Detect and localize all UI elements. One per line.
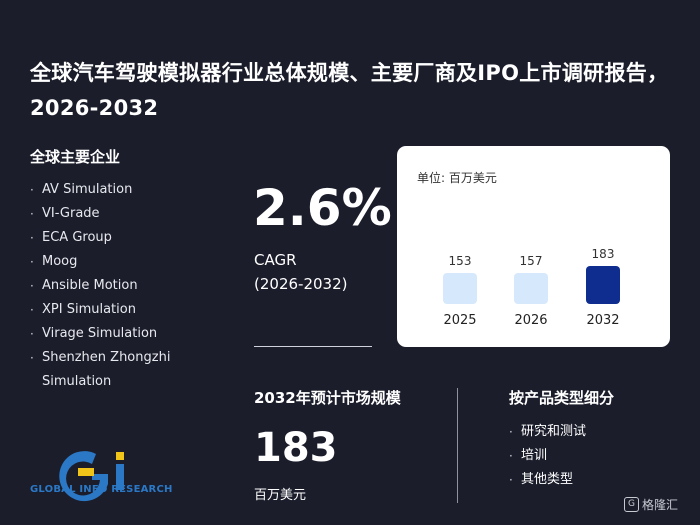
companies-heading: 全球主要企业 [30, 148, 121, 166]
market-size-heading: 2032年预计市场规模 [254, 389, 401, 407]
company-item: Ansible Motion [30, 274, 230, 298]
segments-list: 研究和测试 培训 其他类型 [509, 420, 586, 492]
data-label-2025: 153 [449, 254, 472, 268]
segment-item: 其他类型 [509, 468, 586, 492]
market-size-bar-chart: 单位: 百万美元 153 2025 157 2026 183 2032 [417, 170, 620, 328]
vertical-divider [457, 388, 458, 503]
chart-card: 单位: 百万美元 153 2025 157 2026 183 2032 [397, 146, 670, 347]
segments-heading: 按产品类型细分 [509, 389, 615, 407]
watermark-badge: G 格隆汇 [624, 496, 678, 513]
market-size-unit: 百万美元 [254, 488, 307, 503]
badge-text: 格隆汇 [642, 498, 679, 512]
bar-2026 [514, 273, 548, 304]
divider [254, 346, 372, 347]
data-label-2026: 157 [520, 254, 543, 268]
logo-text: GLOBAL INFO RESEARCH [30, 484, 173, 495]
market-size-value: 183 [254, 425, 338, 471]
chart-unit-label: 单位: 百万美元 [417, 170, 497, 185]
segment-item: 研究和测试 [509, 420, 586, 444]
company-item: AV Simulation [30, 178, 230, 202]
company-item: Moog [30, 250, 230, 274]
cagr-period: (2026-2032) [254, 275, 348, 293]
page-title: 全球汽车驾驶模拟器行业总体规模、主要厂商及IPO上市调研报告，2026-2032 [30, 61, 669, 120]
category-label-2025: 2025 [443, 313, 476, 328]
data-label-2032: 183 [592, 247, 615, 261]
company-item: VI-Grade [30, 202, 230, 226]
cagr-value: 2.6% [253, 179, 392, 237]
bar-2025 [443, 273, 477, 304]
company-item: Shenzhen Zhongzhi Simulation [30, 346, 230, 394]
category-label-2032: 2032 [586, 313, 619, 328]
company-item: ECA Group [30, 226, 230, 250]
bar-2032 [586, 266, 620, 304]
company-item: Virage Simulation [30, 322, 230, 346]
cagr-label: CAGR [254, 251, 297, 269]
badge-icon: G [624, 497, 639, 512]
gi-logo-icon [59, 451, 124, 502]
category-label-2026: 2026 [514, 313, 547, 328]
companies-list: AV Simulation VI-Grade ECA Group Moog An… [30, 178, 230, 394]
segment-item: 培训 [509, 444, 586, 468]
company-item: XPI Simulation [30, 298, 230, 322]
